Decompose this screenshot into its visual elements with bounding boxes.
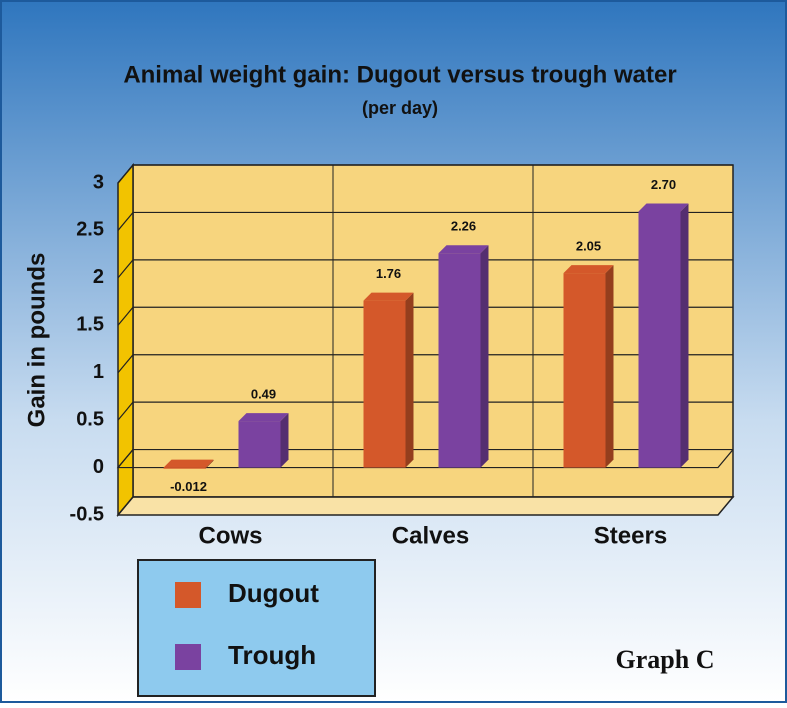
y-tick-label: 0	[93, 456, 104, 478]
bar-top	[438, 245, 489, 254]
value-label: 1.76	[376, 266, 401, 281]
grid-line	[117, 164, 733, 184]
bar-side	[205, 459, 214, 469]
y-tick-label: 3	[93, 171, 104, 193]
grid-line	[117, 354, 733, 374]
grid-line	[117, 211, 733, 231]
x-tick-label: Calves	[392, 522, 469, 549]
bar	[363, 300, 406, 468]
value-label: 2.70	[651, 177, 676, 192]
chart-subtitle: (per day)	[362, 98, 438, 118]
grid-line	[117, 401, 733, 421]
value-label: 0.49	[251, 387, 276, 402]
bar-top	[563, 265, 614, 274]
bar-side	[680, 203, 689, 468]
bar	[438, 253, 481, 468]
bar-top	[363, 292, 414, 301]
bar-side	[480, 245, 489, 468]
value-label: -0.012	[170, 479, 207, 494]
y-tick-label: 1	[93, 361, 104, 383]
annotation: Graph C	[616, 645, 715, 674]
bar-top	[163, 459, 214, 468]
bar	[238, 421, 281, 468]
legend-swatch	[175, 582, 201, 608]
y-tick-label: 2.5	[76, 219, 104, 241]
bar-side	[405, 292, 414, 468]
bar-top	[238, 413, 289, 422]
legend-label: Dugout	[228, 578, 319, 608]
floor	[116, 496, 735, 516]
y-axis-label: Gain in pounds	[23, 253, 50, 428]
x-tick-label: Cows	[198, 522, 262, 549]
y-tick-label: 2	[93, 266, 104, 288]
value-label: 2.05	[576, 239, 601, 254]
zero-line	[116, 449, 734, 469]
grid-line	[117, 259, 733, 279]
bar-side	[280, 413, 289, 468]
bar	[563, 273, 606, 468]
bar-top	[638, 203, 689, 212]
grid-line	[117, 306, 733, 326]
bar-side	[605, 265, 614, 468]
x-tick-label: Steers	[594, 522, 667, 549]
bar	[638, 211, 681, 468]
legend-swatch	[175, 644, 201, 670]
chart-title: Animal weight gain: Dugout versus trough…	[123, 61, 676, 88]
y-tick-label: -0.5	[70, 503, 104, 525]
legend-label: Trough	[228, 640, 316, 670]
value-label: 2.26	[451, 219, 476, 234]
y-tick-label: 0.5	[76, 408, 104, 430]
y-tick-label: 1.5	[76, 314, 104, 336]
side-wall	[117, 162, 134, 518]
grid-line	[117, 496, 733, 516]
bar	[163, 467, 206, 469]
